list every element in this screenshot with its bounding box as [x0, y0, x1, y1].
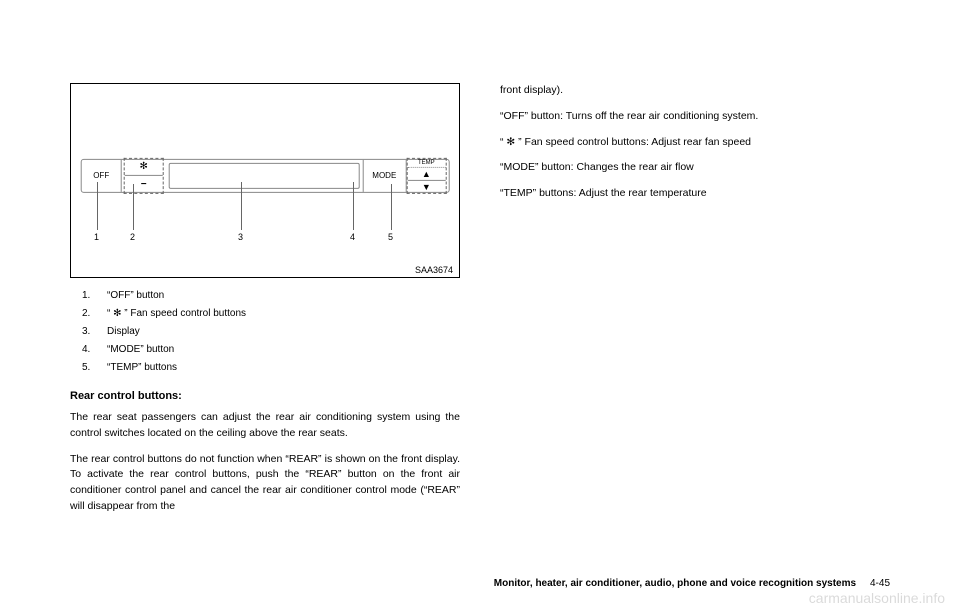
legend-num: 3.	[82, 324, 107, 340]
watermark: carmanualsonline.info	[809, 590, 945, 606]
callout-1: 1	[94, 232, 99, 242]
paragraph: “ ✻ ” Fan speed control buttons: Adjust …	[500, 135, 890, 151]
legend-list: 1. “OFF” button 2. “ ✻ ” Fan speed contr…	[70, 288, 460, 376]
callout-line-3	[241, 182, 242, 230]
right-column: front display). “OFF” button: Turns off …	[500, 20, 890, 525]
temp-down: ▼	[407, 180, 445, 192]
callout-3: 3	[238, 232, 243, 242]
temp-up: ▲	[407, 167, 445, 180]
left-column: OFF ✻ − MODE TEMP ▲ ▼	[70, 20, 460, 525]
paragraph: “TEMP” buttons: Adjust the rear temperat…	[500, 186, 890, 202]
display-region	[169, 162, 360, 188]
paragraph: The rear control buttons do not function…	[70, 452, 460, 515]
temp-label: TEMP	[407, 158, 445, 167]
legend-num: 2.	[82, 306, 107, 322]
callout-line-1	[97, 182, 98, 230]
legend-item: 3. Display	[70, 324, 460, 340]
footer-page-number: 4-45	[870, 578, 890, 589]
callout-5: 5	[388, 232, 393, 242]
paragraph: The rear seat passengers can adjust the …	[70, 410, 460, 442]
legend-text: “TEMP” buttons	[107, 360, 177, 376]
legend-text: Display	[107, 324, 140, 340]
footer-section: Monitor, heater, air conditioner, audio,…	[494, 578, 856, 589]
legend-item: 1. “OFF” button	[70, 288, 460, 304]
two-column-layout: OFF ✻ − MODE TEMP ▲ ▼	[70, 20, 890, 525]
control-panel-diagram: OFF ✻ − MODE TEMP ▲ ▼	[70, 83, 460, 278]
callout-4: 4	[350, 232, 355, 242]
off-button-region: OFF	[82, 159, 122, 191]
legend-item: 2. “ ✻ ” Fan speed control buttons	[70, 306, 460, 322]
legend-num: 5.	[82, 360, 107, 376]
footer-spacer	[859, 578, 867, 589]
legend-item: 5. “TEMP” buttons	[70, 360, 460, 376]
paragraph: “OFF” button: Turns off the rear air con…	[500, 109, 890, 125]
fan-icon: ✻	[125, 158, 163, 176]
legend-text: “OFF” button	[107, 288, 164, 304]
fan-minus: −	[125, 176, 163, 193]
temp-buttons-region: TEMP ▲ ▼	[406, 157, 446, 193]
paragraph: front display).	[500, 83, 890, 99]
callout-2: 2	[130, 232, 135, 242]
legend-item: 4. “MODE” button	[70, 342, 460, 358]
callout-line-5	[391, 184, 392, 230]
panel-bar: OFF ✻ − MODE TEMP ▲ ▼	[81, 158, 450, 192]
paragraph: “MODE” button: Changes the rear air flow	[500, 160, 890, 176]
section-heading: Rear control buttons:	[70, 390, 460, 402]
legend-num: 1.	[82, 288, 107, 304]
callout-line-2	[133, 184, 134, 230]
legend-text: “ ✻ ” Fan speed control buttons	[107, 306, 246, 322]
page-footer: Monitor, heater, air conditioner, audio,…	[494, 578, 890, 589]
manual-page: OFF ✻ − MODE TEMP ▲ ▼	[0, 0, 960, 611]
legend-num: 4.	[82, 342, 107, 358]
mode-button-region: MODE	[362, 159, 406, 191]
fan-buttons-region: ✻ −	[124, 157, 164, 193]
callout-line-4	[353, 182, 354, 230]
diagram-reference: SAA3674	[415, 265, 453, 275]
legend-text: “MODE” button	[107, 342, 174, 358]
panel-illustration: OFF ✻ − MODE TEMP ▲ ▼	[81, 158, 450, 192]
